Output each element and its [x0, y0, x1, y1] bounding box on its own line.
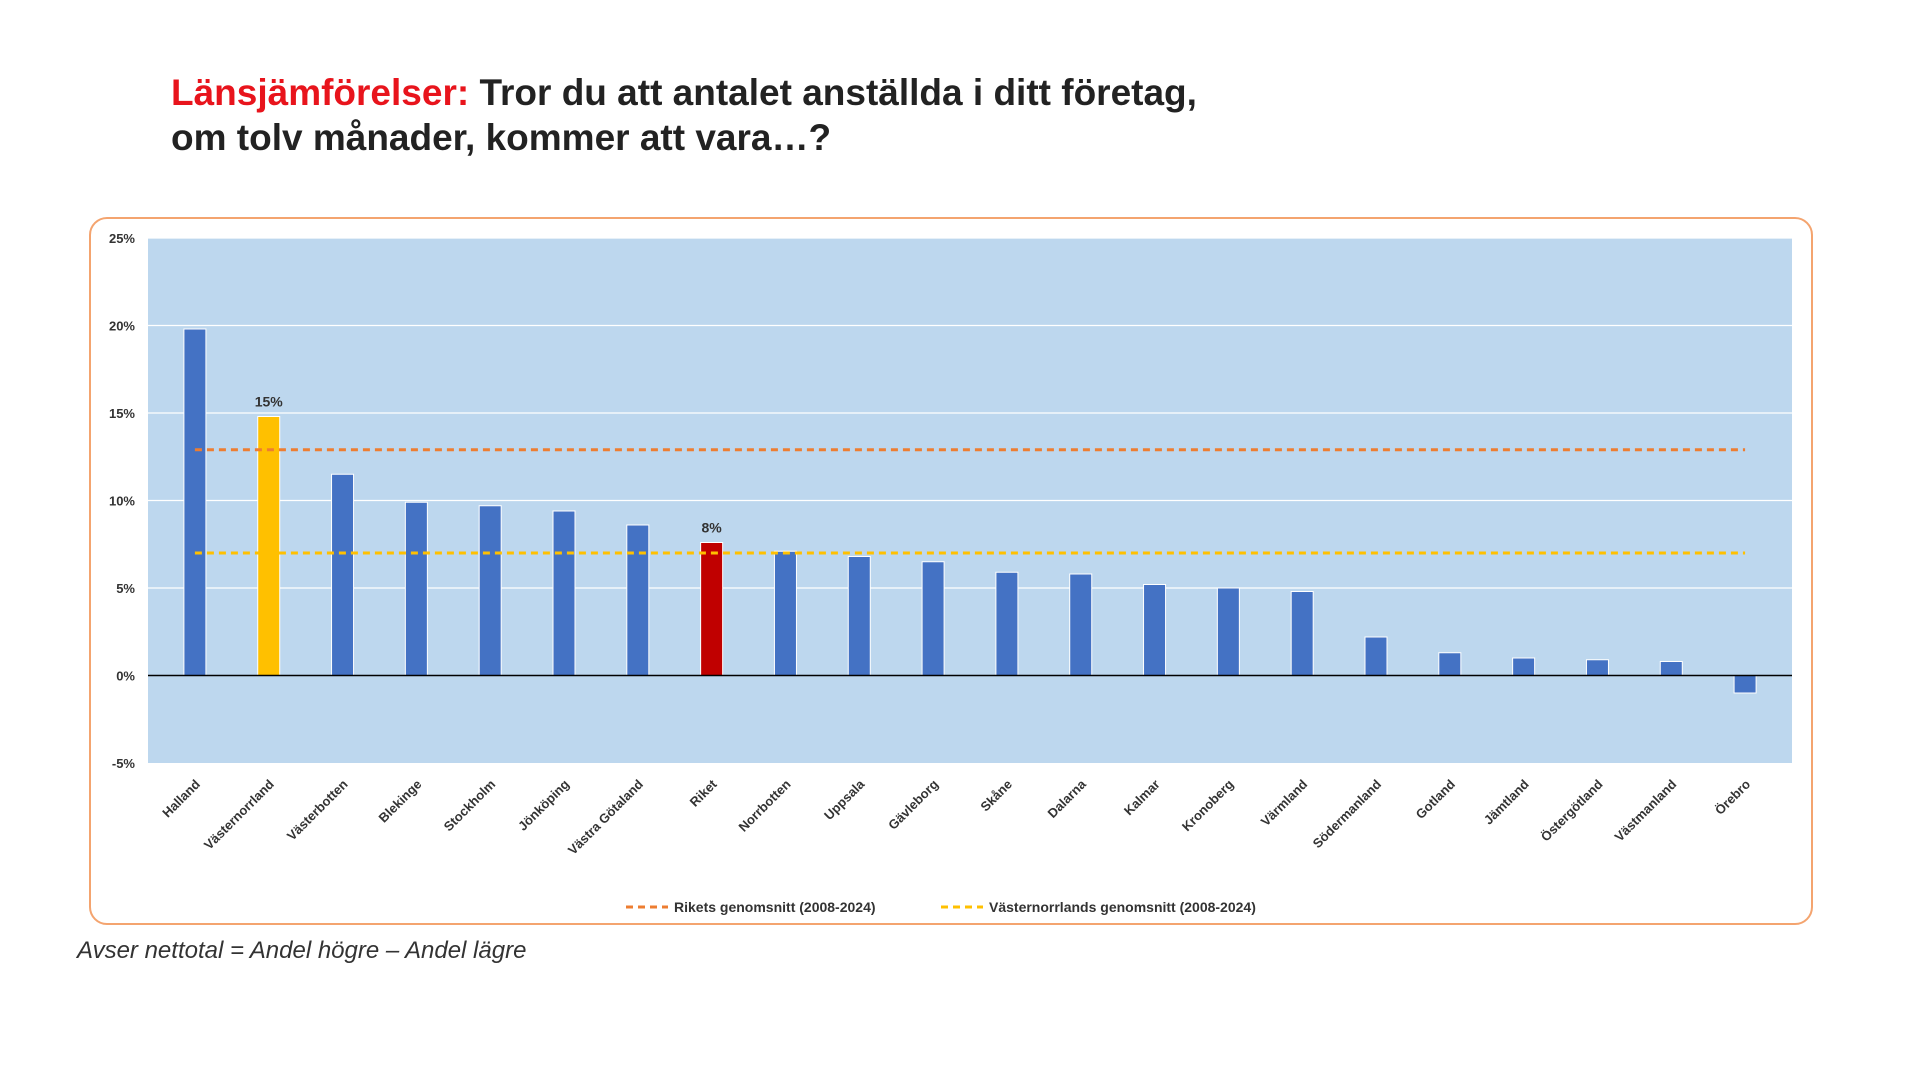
x-tick-label: Södermanland	[1310, 776, 1384, 850]
bar	[183, 328, 207, 676]
x-tick-label: Jämtland	[1481, 776, 1532, 827]
y-tick-label: 25%	[109, 231, 135, 246]
bar	[995, 571, 1019, 676]
page-title: Länsjämförelser: Tror du att antalet ans…	[171, 70, 1197, 160]
bar	[1512, 657, 1536, 676]
chart-frame: -5% 0% 5% 10% 15% 20% 25% Halland 15% Västernorrl…	[89, 217, 1813, 925]
x-tick-label: Skåne	[977, 777, 1015, 815]
legend-label: Rikets genomsnitt (2008-2024)	[674, 899, 876, 915]
bar	[847, 556, 871, 676]
x-tick-label: Uppsala	[821, 776, 868, 823]
bar	[1143, 584, 1167, 676]
footnote: Avser nettotal = Andel högre – Andel läg…	[77, 937, 527, 964]
y-tick-label: 0%	[116, 669, 135, 684]
bar	[700, 542, 724, 676]
bar	[921, 561, 945, 676]
bar	[1585, 659, 1609, 676]
bar	[478, 505, 502, 676]
title-line-2: om tolv månader, kommer att vara…?	[171, 117, 832, 158]
bar	[257, 416, 281, 676]
bar	[1659, 661, 1683, 676]
title-accent: Länsjämförelser:	[171, 72, 470, 113]
bar	[404, 501, 428, 676]
bar	[331, 473, 355, 676]
bar-chart: -5% 0% 5% 10% 15% 20% 25% Halland 15% Västernorrl…	[109, 231, 1792, 915]
x-tick-label: Östergötland	[1538, 776, 1606, 844]
x-tick-label: Gävleborg	[885, 776, 941, 832]
title-line-1: Länsjämförelser: Tror du att antalet ans…	[171, 70, 1197, 115]
x-tick-label: Jönköping	[515, 776, 572, 833]
x-tick-label: Västmanland	[1612, 776, 1680, 844]
x-tick-label: Stockholm	[441, 777, 499, 835]
bar	[1438, 652, 1462, 676]
x-tick-label: Norrbotten	[735, 776, 793, 834]
x-tick-label: Blekinge	[376, 777, 425, 826]
data-label: 8%	[702, 520, 723, 536]
y-tick-label: 20%	[109, 319, 135, 334]
x-tick-label: Riket	[687, 776, 721, 810]
bar	[1216, 587, 1240, 676]
bar	[626, 524, 650, 676]
x-tick-label: Örebro	[1712, 776, 1753, 817]
title-question-part-1: Tror du att antalet anställda i ditt för…	[479, 72, 1197, 113]
x-tick-label: Halland	[159, 776, 203, 820]
x-tick-label: Västernorrland	[201, 776, 277, 852]
y-tick-label: 10%	[109, 494, 135, 509]
x-tick-label: Värmland	[1258, 776, 1311, 829]
y-tick-label: -5%	[112, 756, 136, 771]
bar	[1733, 675, 1757, 694]
x-tick-label: Kalmar	[1121, 777, 1163, 819]
x-tick-label: Kronoberg	[1179, 776, 1237, 834]
bar	[552, 510, 576, 676]
bar	[1364, 636, 1388, 676]
legend-label: Västernorrlands genomsnitt (2008-2024)	[989, 899, 1256, 915]
data-label: 15%	[255, 394, 284, 410]
bar	[1069, 573, 1093, 676]
y-tick-label: 5%	[116, 581, 135, 596]
bar	[1290, 591, 1314, 676]
x-tick-label: Dalarna	[1045, 776, 1090, 821]
x-tick-label: Västerbotten	[284, 776, 351, 843]
bar	[773, 550, 797, 676]
y-tick-label: 15%	[109, 406, 135, 421]
x-tick-label: Västra Götaland	[565, 776, 646, 857]
x-tick-label: Gotland	[1413, 776, 1458, 821]
